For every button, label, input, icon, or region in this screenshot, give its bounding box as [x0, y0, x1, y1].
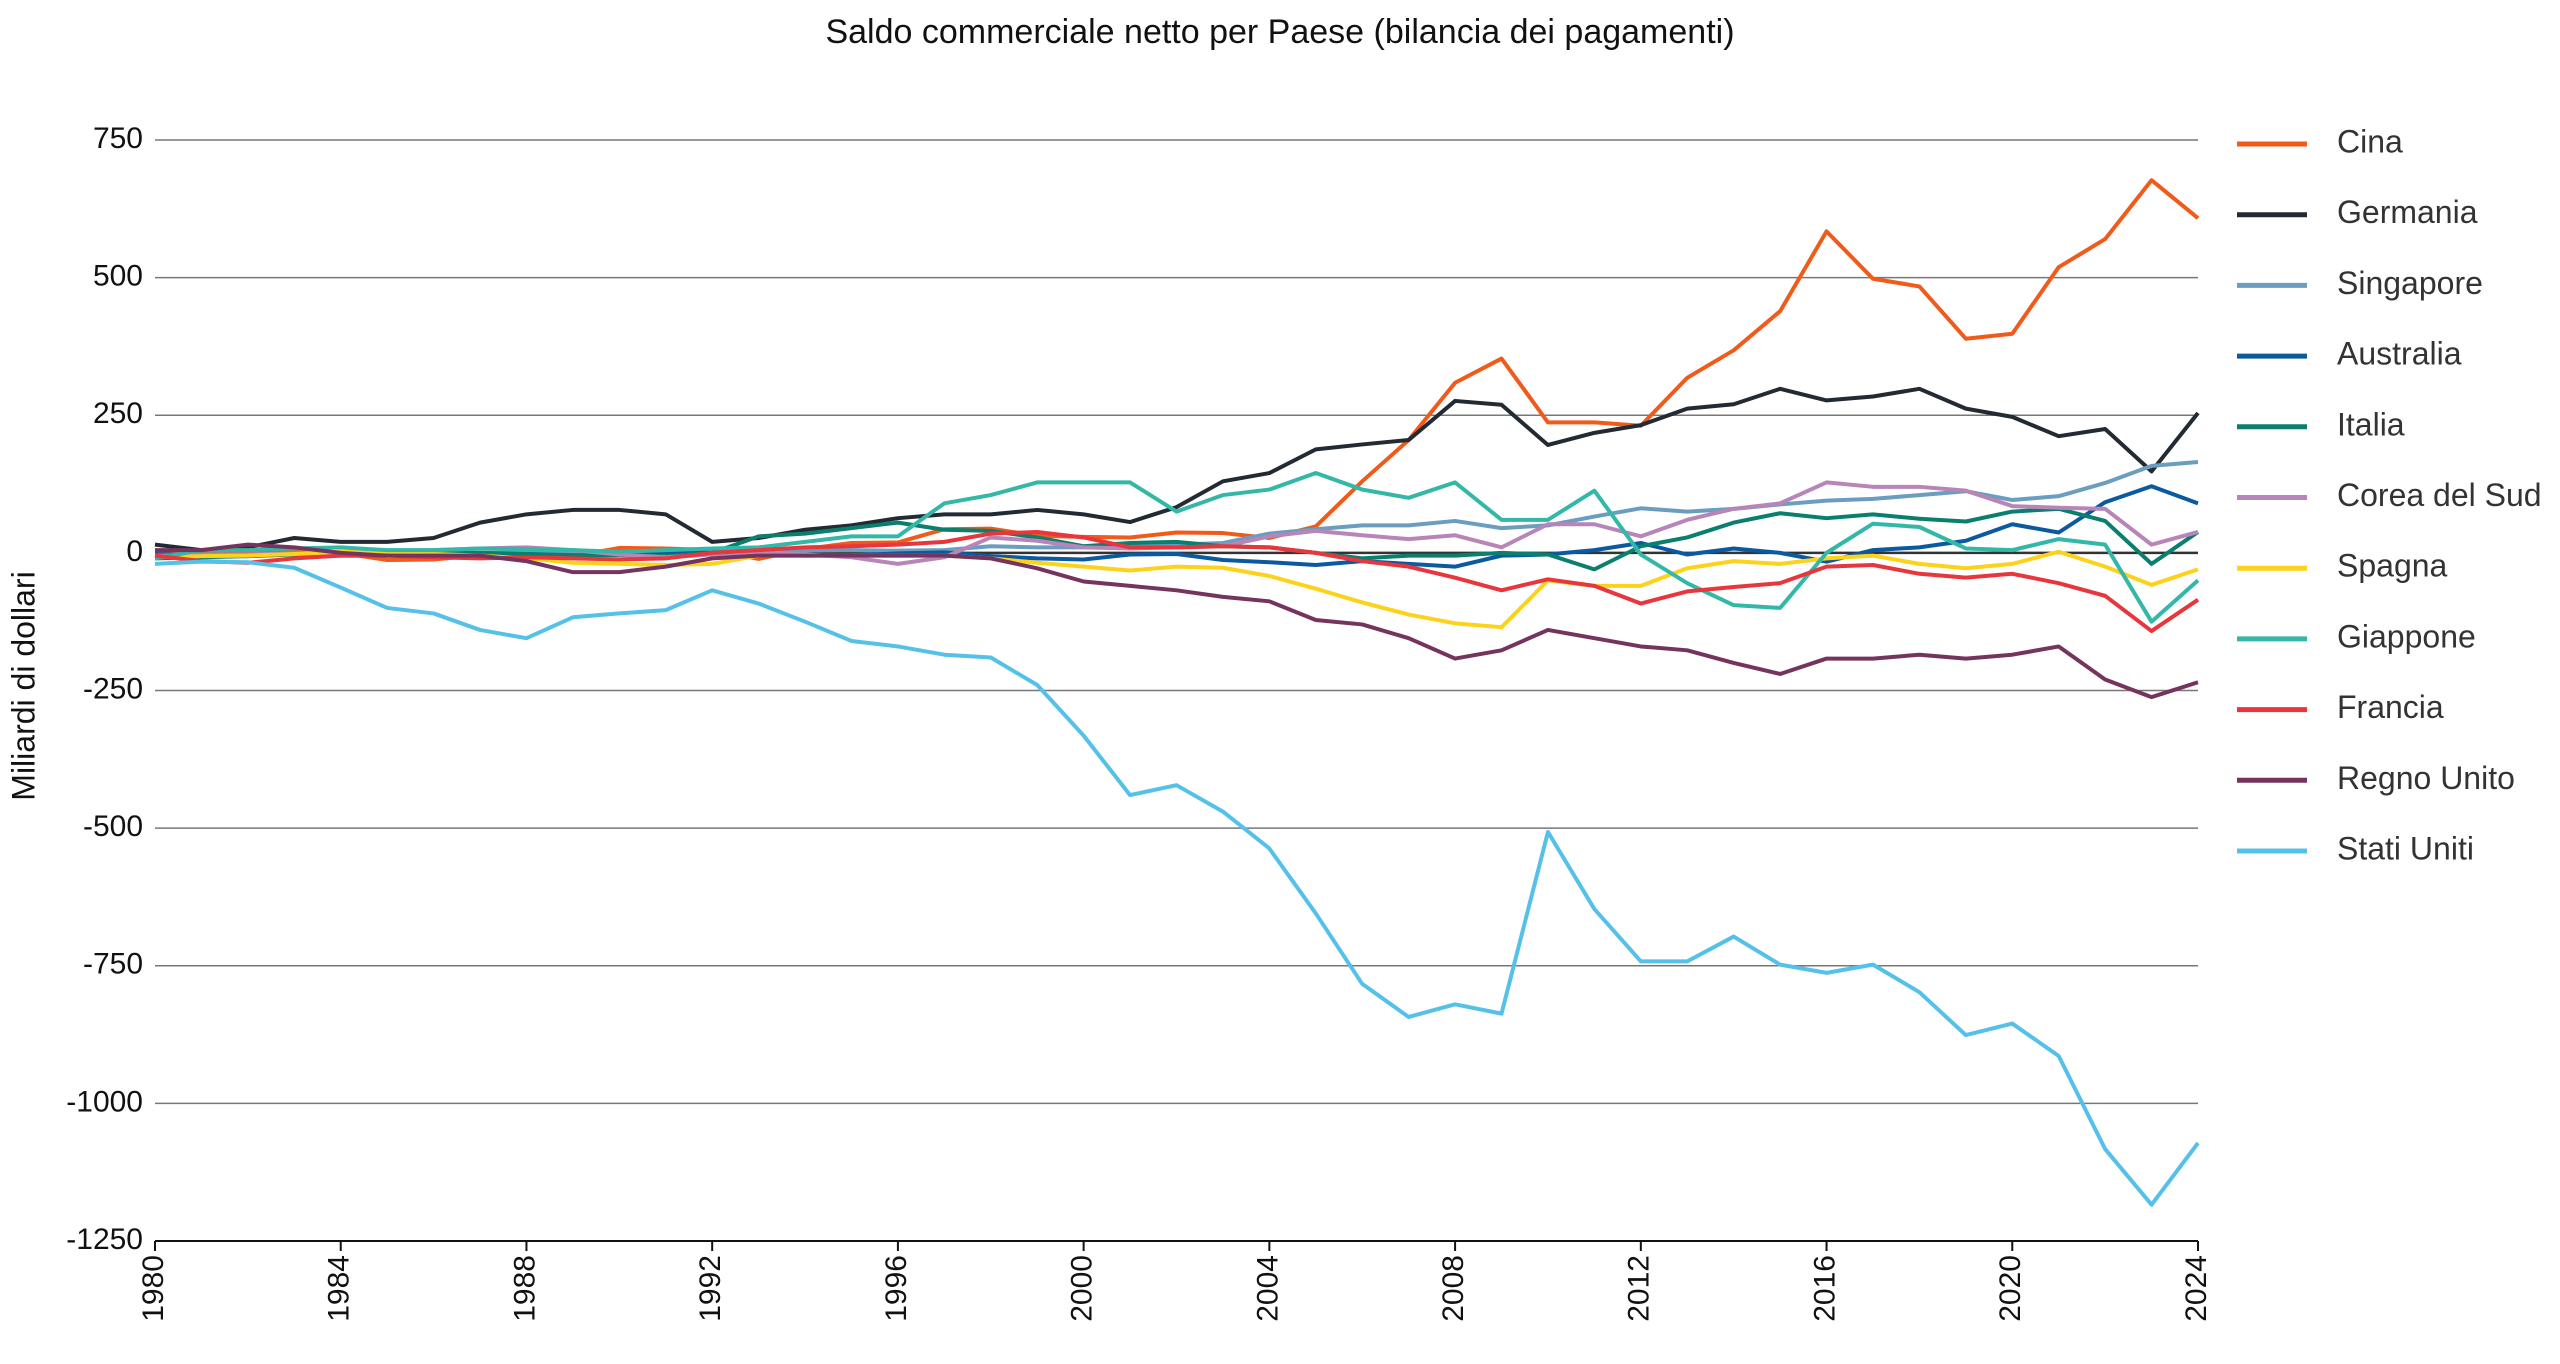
x-tick-label: 1988	[508, 1255, 541, 1322]
legend-label: Germania	[2337, 194, 2478, 230]
y-tick-label: 0	[126, 535, 143, 568]
legend-label: Corea del Sud	[2337, 477, 2542, 513]
y-tick-label: -500	[83, 810, 143, 843]
x-tick-label: 2016	[1808, 1255, 1841, 1322]
y-tick-label: -1000	[66, 1085, 143, 1118]
x-tick-label: 1980	[137, 1255, 170, 1322]
series-line	[154, 386, 2200, 553]
series-line	[154, 471, 2200, 624]
y-tick-label: 250	[93, 397, 143, 430]
y-tick-label: -1250	[66, 1223, 143, 1256]
legend-label: Stati Uniti	[2337, 830, 2474, 866]
y-tick-label: 750	[93, 122, 143, 155]
legend-label: Singapore	[2337, 265, 2483, 301]
x-tick-label: 2020	[1994, 1255, 2027, 1322]
y-tick-label: -750	[83, 948, 143, 981]
legend-label: Regno Unito	[2337, 760, 2515, 796]
x-tick-label: 1992	[694, 1255, 727, 1322]
x-tick-label: 2004	[1251, 1255, 1284, 1322]
series-line	[154, 529, 2200, 634]
x-tick-label: 2000	[1066, 1255, 1099, 1322]
legend-label: Spagna	[2337, 548, 2448, 584]
x-tick-label: 2024	[2180, 1255, 2213, 1322]
legend-label: Australia	[2337, 336, 2462, 372]
legend-label: Giappone	[2337, 618, 2476, 654]
chart-title: Saldo commerciale netto per Paese (bilan…	[825, 13, 1734, 51]
x-tick-label: 2008	[1437, 1255, 1470, 1322]
legend-label: Francia	[2337, 689, 2444, 725]
y-tick-label: -250	[83, 672, 143, 705]
legend-label: Italia	[2337, 406, 2405, 442]
legend-label: Cina	[2337, 123, 2403, 159]
series-line	[154, 506, 2200, 572]
x-tick-label: 2012	[1623, 1255, 1656, 1322]
series-line	[154, 559, 2200, 1207]
y-axis-label: Miliardi di dollari	[5, 571, 41, 800]
y-tick-label: 500	[93, 260, 143, 293]
x-tick-label: 1984	[323, 1255, 356, 1322]
x-tick-label: 1996	[880, 1255, 913, 1322]
series-line	[155, 542, 2199, 700]
series-line	[154, 178, 2200, 563]
